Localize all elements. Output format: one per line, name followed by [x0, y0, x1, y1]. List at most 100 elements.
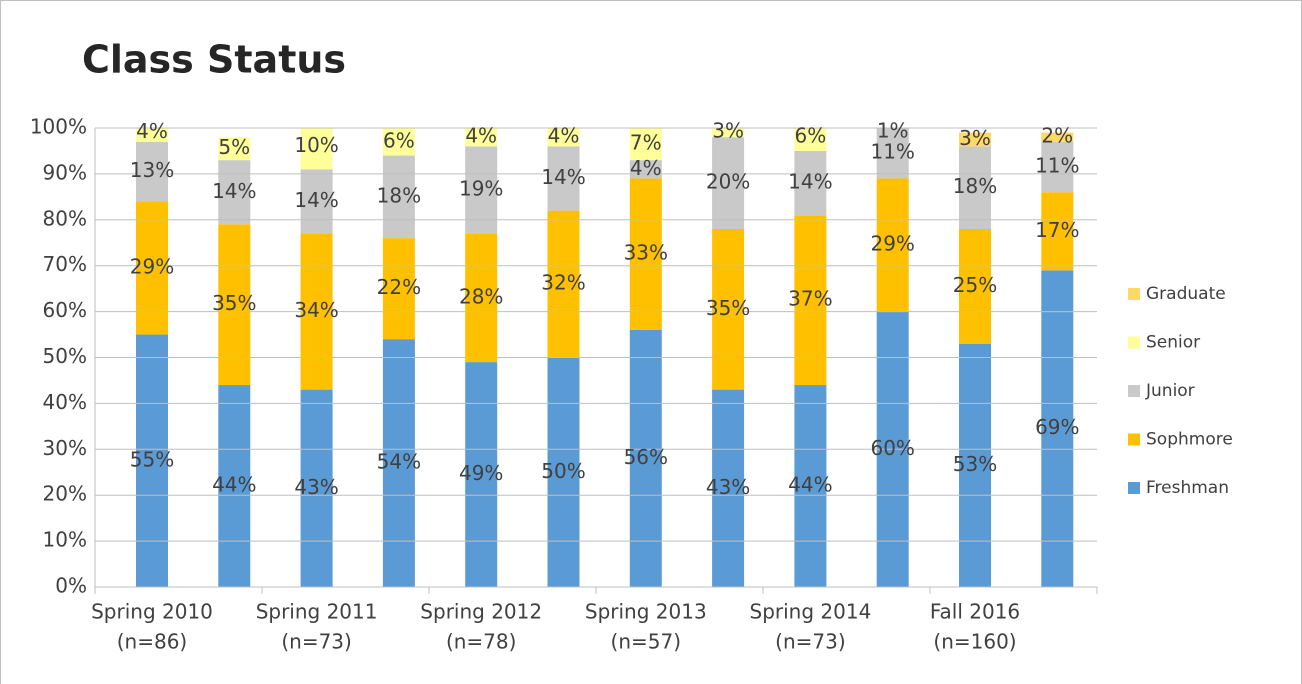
- data-label: 56%: [624, 445, 668, 469]
- bar-segment: [465, 233, 498, 363]
- data-label: 4%: [548, 124, 580, 148]
- y-tick-label: 30%: [43, 436, 87, 460]
- bar-segment: [218, 224, 251, 386]
- bar-segment: [959, 343, 991, 587]
- bar-segment: [1041, 132, 1074, 142]
- bar-segment: [794, 215, 827, 386]
- bar-segment: [876, 128, 909, 179]
- data-label: 5%: [218, 135, 250, 159]
- bar-segment: [959, 228, 991, 344]
- data-label: 4%: [136, 119, 168, 143]
- data-label: 28%: [459, 284, 503, 308]
- bar-segment: [218, 137, 251, 161]
- data-label: 18%: [377, 183, 421, 207]
- bar-segment: [136, 128, 168, 142]
- data-label: 69%: [1035, 415, 1079, 439]
- chart-title: Class Status: [82, 38, 346, 82]
- bar-segment: [136, 141, 168, 202]
- x-tick-label: (n=73): [775, 630, 846, 654]
- bar-segment: [547, 146, 580, 211]
- bar-segment: [712, 389, 745, 587]
- legend-swatch: [1128, 288, 1140, 300]
- data-label: 3%: [712, 119, 744, 143]
- data-label: 6%: [383, 128, 415, 152]
- legend-swatch: [1128, 433, 1140, 446]
- bar-segment: [547, 210, 580, 358]
- x-tick-label: (n=73): [281, 630, 352, 654]
- bar-segment: [382, 339, 415, 587]
- data-label: 7%: [630, 131, 662, 155]
- data-label: 19%: [459, 176, 503, 200]
- data-label: 4%: [630, 156, 662, 180]
- bar-segment: [712, 228, 745, 390]
- data-label: 33%: [624, 241, 668, 265]
- data-label: 18%: [953, 174, 997, 198]
- data-label: 44%: [212, 473, 256, 497]
- y-tick-label: 50%: [43, 344, 87, 368]
- data-label: 60%: [870, 436, 914, 460]
- data-label: 20%: [706, 170, 750, 194]
- bar-segment: [1041, 192, 1074, 271]
- bar-segment: [300, 128, 333, 170]
- data-label: 14%: [294, 188, 338, 212]
- legend-swatch: [1128, 385, 1140, 397]
- data-label: 32%: [541, 271, 585, 295]
- legend-label: Freshman: [1146, 478, 1229, 498]
- bar-segment: [547, 357, 580, 587]
- y-tick-label: 20%: [43, 482, 87, 506]
- data-label: 29%: [870, 232, 914, 256]
- legend-label: Senior: [1146, 333, 1200, 353]
- bar-segment: [712, 128, 745, 138]
- x-tick-label: (n=86): [117, 630, 188, 654]
- bar-segment: [300, 389, 333, 587]
- x-tick-label: (n=57): [611, 630, 682, 654]
- bar-segment: [136, 201, 168, 335]
- data-label: 25%: [953, 273, 997, 297]
- y-tick-label: 0%: [55, 574, 87, 598]
- x-tick-label: Spring 2012: [420, 600, 542, 624]
- bar-segment: [465, 128, 498, 147]
- data-label: 3%: [959, 126, 991, 150]
- x-tick-label: (n=78): [446, 630, 517, 654]
- x-tick-label: Spring 2011: [256, 600, 378, 624]
- data-label: 53%: [953, 452, 997, 476]
- bar-segment: [629, 178, 662, 330]
- bar-segment: [218, 160, 251, 225]
- data-label: 34%: [294, 298, 338, 322]
- bar-segment: [794, 150, 827, 216]
- bar-segment: [712, 137, 745, 229]
- legend-label: Graduate: [1146, 284, 1226, 304]
- bar-segment: [547, 128, 580, 147]
- bar-segment: [465, 146, 498, 234]
- y-tick-label: 80%: [43, 206, 87, 230]
- y-tick-label: 100%: [30, 115, 87, 139]
- bar-segment: [794, 385, 827, 587]
- bar-segment: [629, 329, 662, 587]
- y-tick-label: 90%: [43, 160, 87, 184]
- data-label: 49%: [459, 461, 503, 485]
- bar-segment: [1041, 270, 1074, 587]
- x-tick-label: Spring 2013: [585, 600, 707, 624]
- y-tick-label: 60%: [43, 298, 87, 322]
- data-label: 29%: [130, 254, 174, 278]
- data-label: 1%: [877, 119, 909, 143]
- bar-segment: [959, 146, 991, 229]
- bar-segment: [794, 128, 827, 151]
- data-label: 11%: [1035, 154, 1079, 178]
- bar-segment: [300, 169, 333, 234]
- bar-segment: [382, 128, 415, 156]
- bar-segment: [218, 385, 251, 587]
- bar-segment: [1041, 141, 1074, 193]
- data-label: 22%: [377, 275, 421, 299]
- x-tick-label: (n=160): [933, 630, 1016, 654]
- data-label: 43%: [706, 475, 750, 499]
- bar-segment: [382, 238, 415, 340]
- data-label: 6%: [795, 124, 827, 148]
- bar-segment: [629, 128, 662, 161]
- bar-segment: [465, 362, 498, 587]
- data-label: 10%: [294, 133, 338, 157]
- x-tick-label: Fall 2016: [930, 600, 1020, 624]
- data-label: 50%: [541, 459, 585, 483]
- legend-label: Sophmore: [1146, 430, 1233, 450]
- bar-segment: [959, 132, 991, 147]
